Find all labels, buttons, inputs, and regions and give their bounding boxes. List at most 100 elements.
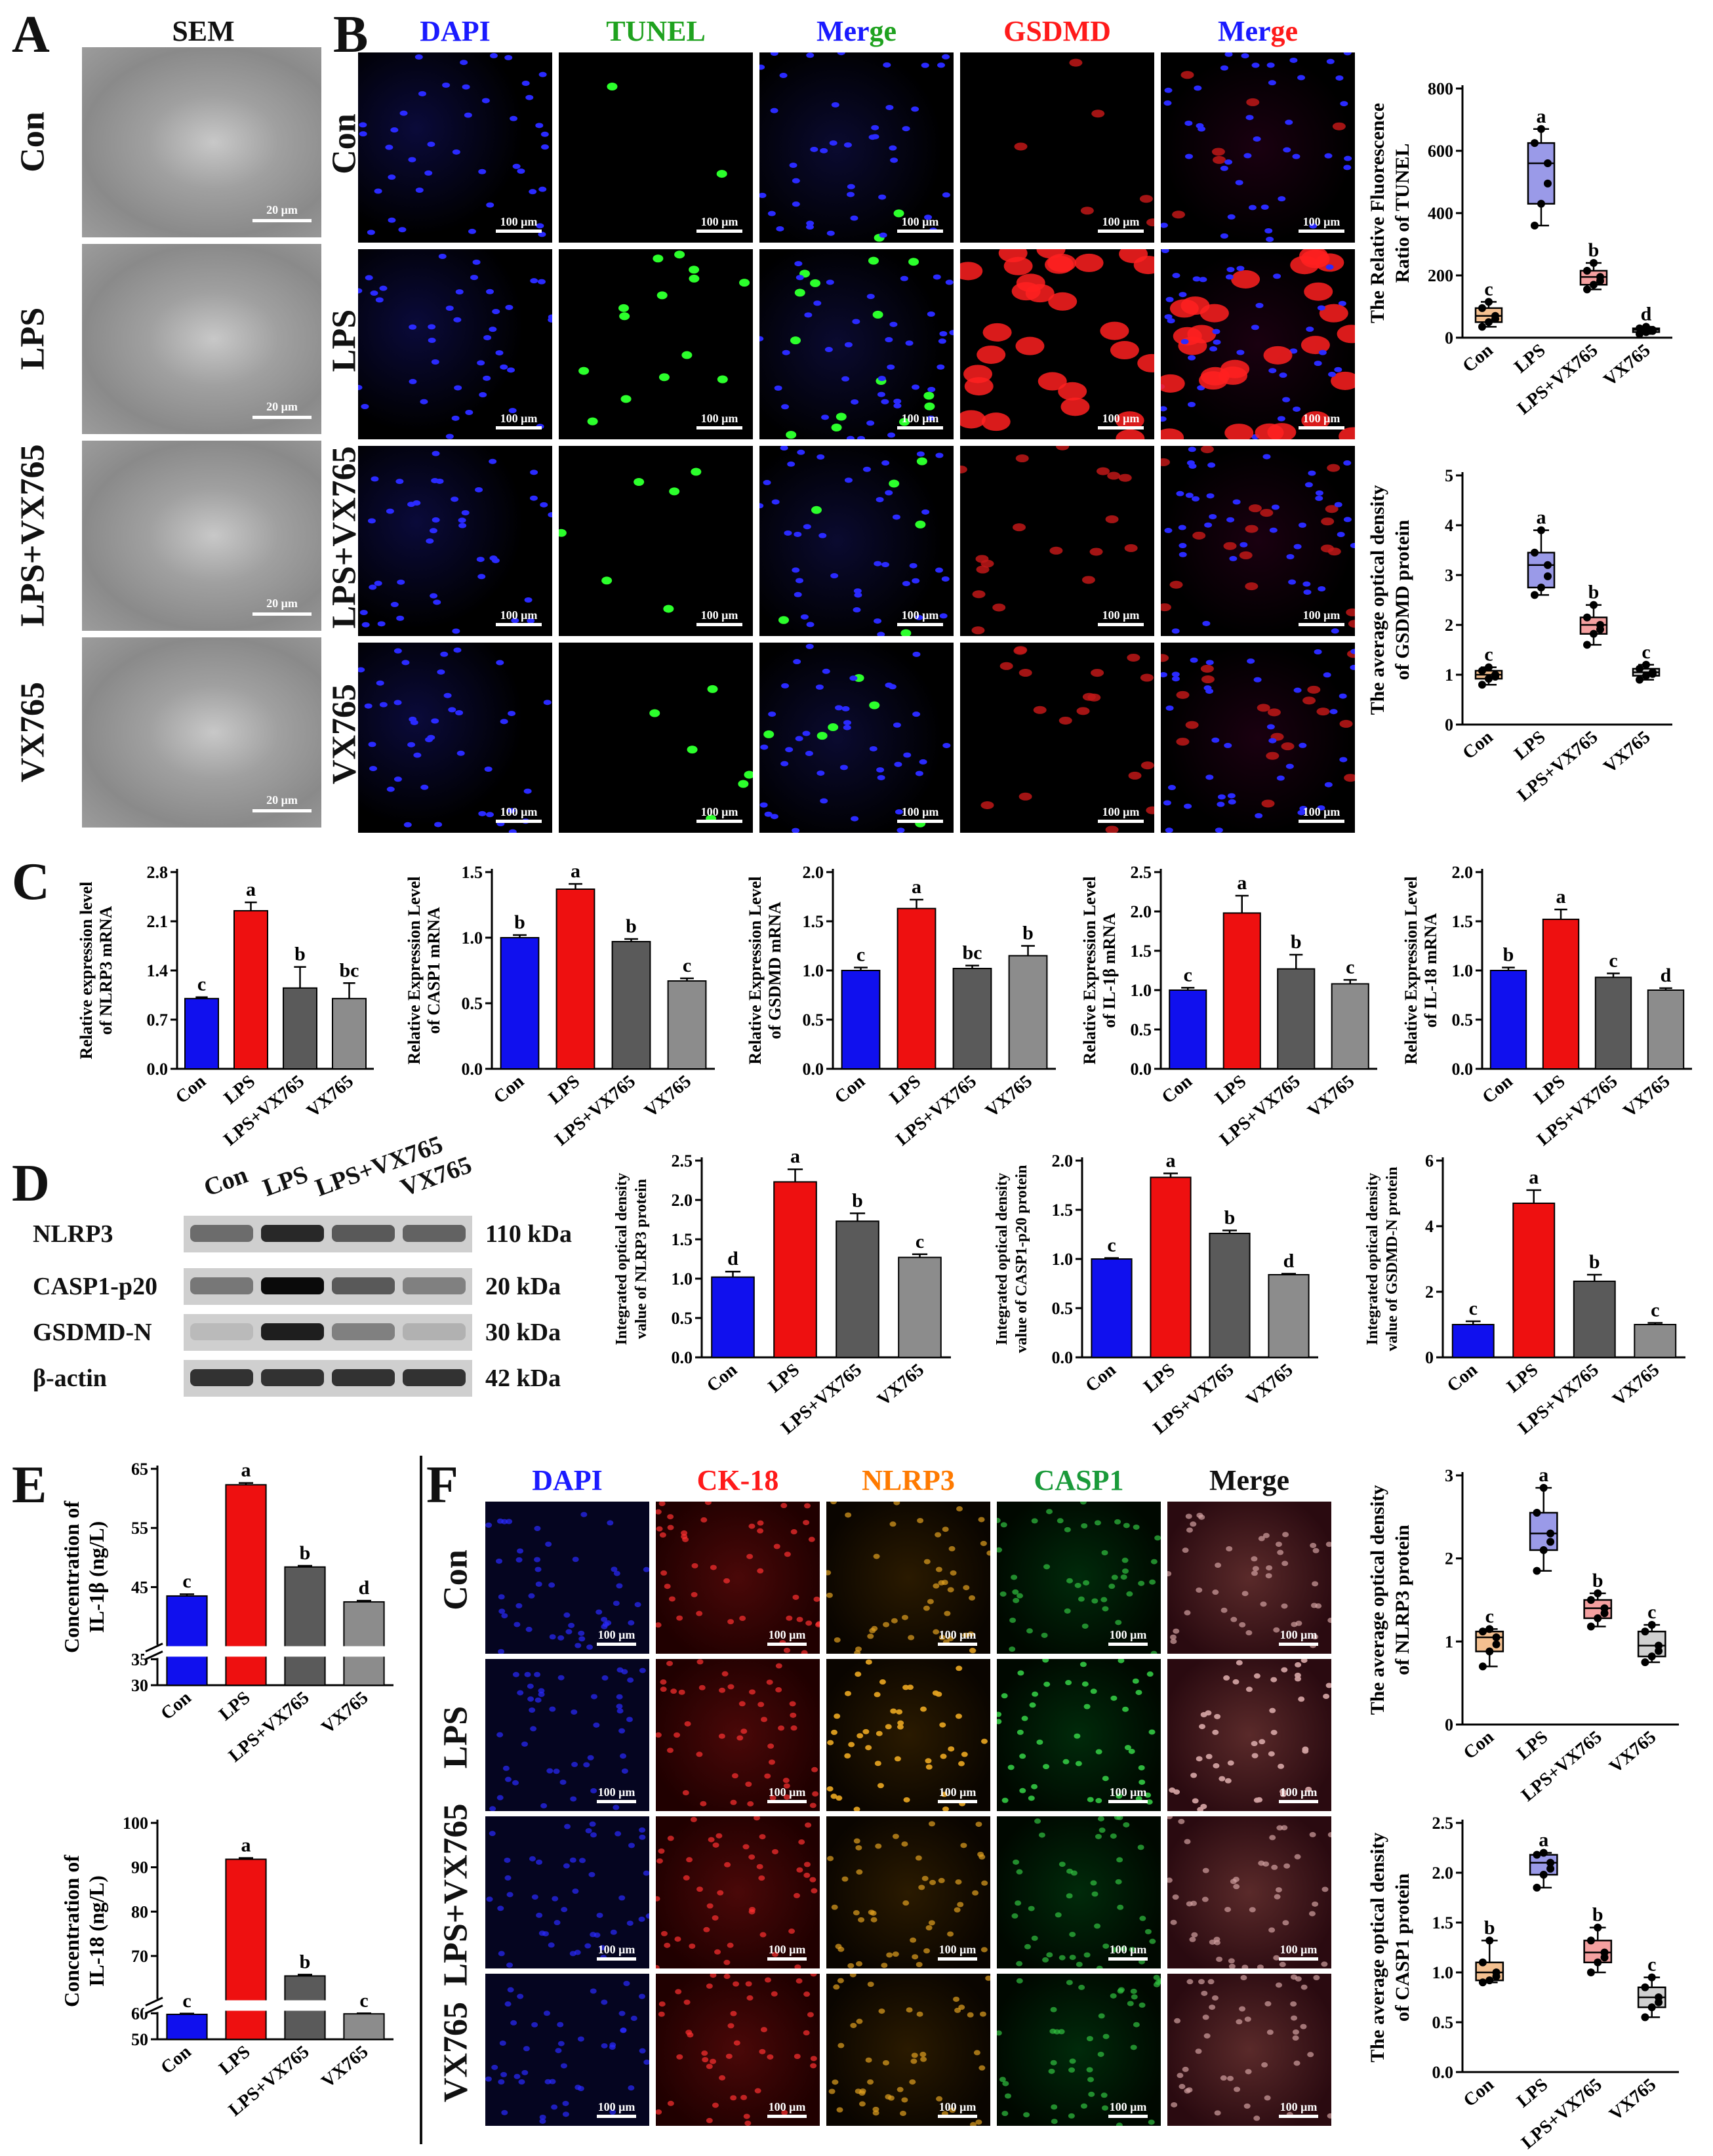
nucleus xyxy=(847,191,855,197)
cell xyxy=(1048,2068,1055,2074)
cell xyxy=(731,1773,738,1779)
cell xyxy=(1116,1857,1123,1863)
cell xyxy=(664,1584,671,1589)
cell xyxy=(939,1722,946,1728)
cell xyxy=(856,1733,864,1739)
cell xyxy=(540,1803,548,1808)
cell xyxy=(1087,1797,1094,1803)
cell xyxy=(1201,1896,1209,1902)
tunel-spot xyxy=(689,274,700,283)
nucleus xyxy=(835,705,843,711)
cell xyxy=(714,1949,721,1955)
cell xyxy=(667,1835,674,1841)
nucleus xyxy=(1171,628,1180,634)
cell xyxy=(639,1667,646,1673)
data-point xyxy=(1485,1625,1494,1633)
cell xyxy=(1053,2029,1060,2035)
cell xyxy=(1068,2067,1076,2073)
cell xyxy=(634,1602,641,1608)
cell xyxy=(1245,1630,1253,1636)
nucleus xyxy=(1224,52,1233,57)
cell xyxy=(828,2088,836,2094)
data-point xyxy=(1594,1923,1602,1932)
gsdmd-spot xyxy=(1124,544,1138,552)
cell xyxy=(758,1875,765,1881)
cell xyxy=(590,1832,597,1838)
cell xyxy=(1087,2077,1095,2083)
gsdmd-spot xyxy=(1260,509,1274,517)
cell xyxy=(1178,1818,1185,1824)
nucleus xyxy=(933,274,941,280)
bar xyxy=(1594,976,1632,1069)
bar xyxy=(1008,955,1048,1069)
cell xyxy=(1264,2095,1271,2101)
cell xyxy=(1051,2104,1058,2110)
cell xyxy=(1096,1965,1103,1968)
cell xyxy=(623,1980,630,1986)
data-point xyxy=(1655,1641,1663,1650)
nucleus xyxy=(1297,75,1306,81)
tunel-spot xyxy=(681,351,693,359)
tunel-spot xyxy=(674,250,685,259)
cell xyxy=(935,1532,942,1538)
significance-letter: c xyxy=(1609,950,1617,972)
significance-letter: a xyxy=(1556,886,1566,908)
y-axis-label: of NLRP3 protein xyxy=(1392,1525,1413,1675)
nucleus xyxy=(1315,496,1323,502)
cell xyxy=(689,1944,696,1949)
cell xyxy=(1121,1557,1129,1563)
nucleus xyxy=(871,125,879,130)
cell xyxy=(1110,1993,1117,1999)
nucleus xyxy=(874,561,882,567)
scale-bar xyxy=(696,820,742,823)
scale-bar xyxy=(1299,623,1344,626)
cell xyxy=(620,1753,627,1759)
cell xyxy=(1245,1687,1253,1692)
cell xyxy=(1079,1502,1087,1505)
cell xyxy=(517,1993,524,1999)
cell xyxy=(892,1833,899,1839)
nucleus xyxy=(481,98,490,104)
nucleus xyxy=(1306,327,1314,332)
tunel-spot xyxy=(744,770,753,779)
cell xyxy=(1102,1943,1110,1949)
cell xyxy=(596,1912,603,1918)
micrograph-b: 100 μm xyxy=(759,446,954,636)
wb-strip xyxy=(184,1360,472,1397)
cell xyxy=(557,2041,565,2046)
cell xyxy=(1279,1961,1286,1967)
nucleus xyxy=(377,621,386,627)
x-tick-label: Con xyxy=(831,1071,869,1108)
scale-bar xyxy=(252,219,312,222)
gsdmd-spot xyxy=(1161,374,1185,393)
data-point xyxy=(1478,1978,1487,1987)
cell xyxy=(999,2077,1006,2083)
cell xyxy=(1279,1789,1286,1795)
y-tick-label: 0.0 xyxy=(1452,1060,1474,1079)
cell xyxy=(1230,1616,1238,1622)
scale-label: 100 μm xyxy=(597,1628,635,1641)
cell xyxy=(515,1603,523,1608)
data-point xyxy=(1546,1529,1555,1538)
cell xyxy=(808,1536,815,1542)
nucleus xyxy=(367,230,375,235)
cell xyxy=(595,1609,603,1615)
cell xyxy=(571,1761,578,1767)
significance-letter: c xyxy=(1651,1300,1659,1321)
scale-bar xyxy=(496,426,542,429)
cell-dots xyxy=(656,1816,818,1968)
cell xyxy=(1228,1963,1236,1968)
y-tick-label: 4 xyxy=(1445,516,1453,535)
cell xyxy=(1266,1565,1273,1571)
y-tick-label: 65 xyxy=(131,1460,148,1479)
nucleus xyxy=(912,711,921,717)
gsdmd-spot xyxy=(1176,738,1190,746)
cell xyxy=(534,1671,541,1677)
cell xyxy=(1241,1965,1249,1968)
significance-letter: c xyxy=(1469,1298,1478,1319)
cell xyxy=(723,1578,731,1584)
cell xyxy=(1115,1879,1122,1885)
cell xyxy=(1212,1589,1219,1595)
cell xyxy=(1148,1729,1156,1735)
